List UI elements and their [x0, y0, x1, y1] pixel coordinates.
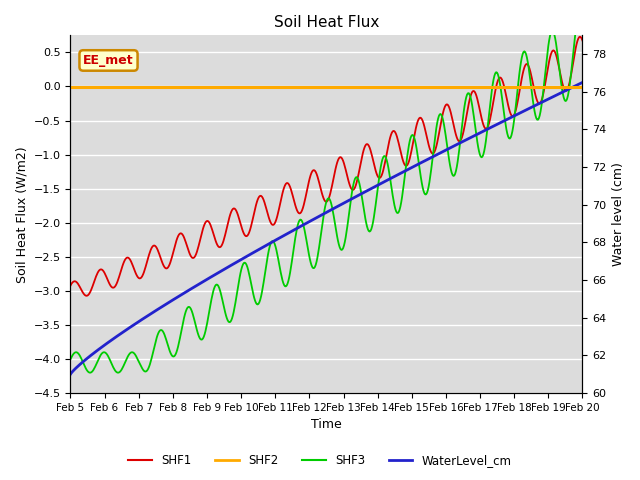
- Y-axis label: Soil Heat Flux (W/m2): Soil Heat Flux (W/m2): [15, 146, 28, 283]
- Y-axis label: Water level (cm): Water level (cm): [612, 162, 625, 266]
- X-axis label: Time: Time: [311, 419, 342, 432]
- Title: Soil Heat Flux: Soil Heat Flux: [274, 15, 379, 30]
- Legend: SHF1, SHF2, SHF3, WaterLevel_cm: SHF1, SHF2, SHF3, WaterLevel_cm: [124, 449, 516, 472]
- Text: EE_met: EE_met: [83, 54, 134, 67]
